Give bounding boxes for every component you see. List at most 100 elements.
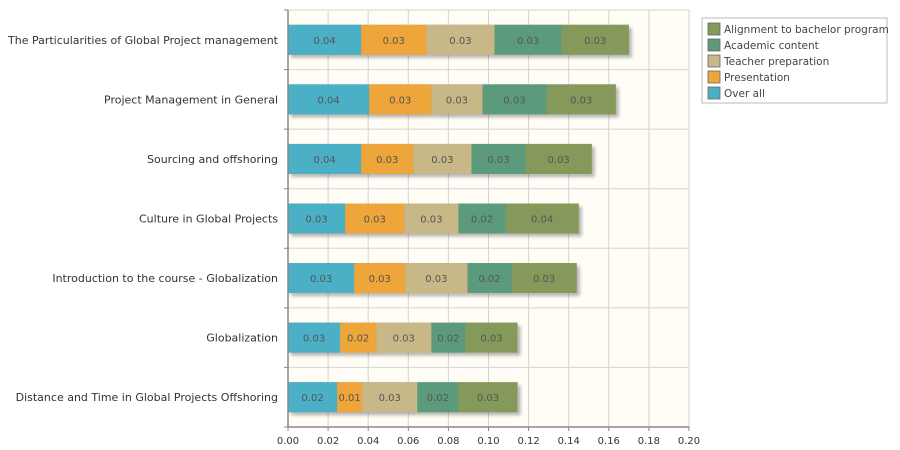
bar-segment [431,322,466,353]
data-label: 0.03 [570,95,592,106]
data-label: 0.03 [379,393,401,404]
data-label: 0.02 [437,334,459,345]
bar-segment [511,263,577,294]
data-label: 0.04 [313,155,335,166]
legend-swatch [707,86,721,100]
category-label: Culture in Global Projects [139,213,278,226]
data-label: 0.04 [317,95,339,106]
x-tick-label: 0.06 [397,436,419,447]
x-tick-label: 0.00 [277,436,299,447]
data-label: 0.03 [393,334,415,345]
data-label: 0.03 [533,274,555,285]
x-tick-label: 0.14 [558,436,580,447]
data-label: 0.03 [487,155,509,166]
bar-segment [561,24,629,55]
bar-segment [405,263,468,294]
x-tick-label: 0.16 [598,436,620,447]
bar-segment [525,143,592,174]
data-label: 0.02 [478,274,500,285]
bar-segment [288,322,341,353]
bar-segment [369,84,432,115]
data-label: 0.02 [301,393,323,404]
bar-segment [288,84,370,115]
bar-segment [465,322,518,353]
legend-item: Teacher preparation [723,56,829,68]
data-label: 0.03 [305,215,327,226]
bar-segment [288,263,355,294]
data-label: 0.03 [480,334,502,345]
bar-segment [505,203,579,234]
bar-segment [494,24,562,55]
x-tick-label: 0.04 [357,436,379,447]
data-label: 0.03 [310,274,332,285]
x-tick-label: 0.08 [437,436,459,447]
data-label: 0.03 [364,215,386,226]
bar-segment [288,24,362,55]
legend: Alignment to bachelor program Academic co… [701,17,889,104]
x-tick-label: 0.20 [678,436,700,447]
x-tick-label: 0.18 [638,436,660,447]
data-label: 0.04 [531,215,553,226]
data-label: 0.03 [425,274,447,285]
data-label: 0.03 [383,36,405,47]
x-tick-label: 0.10 [477,436,499,447]
legend-box [701,17,888,104]
bar-segment [288,382,338,413]
bar-segment [354,263,406,294]
legend-item: Over all [724,88,765,100]
legend-item: Presentation [724,72,790,84]
bar-segment [361,24,427,55]
bars: 0.04 0.03 0.03 0.03 0.03 0.04 0.03 0.03 0.03 0.03… [288,24,629,413]
bar-segment [361,143,414,174]
data-label: 0.03 [431,155,453,166]
bar-segment [482,84,547,115]
category-label: The Particularities of Global Project ma… [7,34,279,47]
data-label: 0.04 [313,36,335,47]
bar-segment [467,263,512,294]
legend-swatch [707,70,721,84]
bar-segment [546,84,616,115]
bar-segment [288,143,362,174]
bar-segment [458,382,518,413]
data-label: 0.03 [517,36,539,47]
data-label: 0.03 [584,36,606,47]
data-label: 0.03 [303,334,325,345]
data-label: 0.03 [503,95,525,106]
bar-segment [417,382,459,413]
data-label: 0.03 [446,95,468,106]
x-axis-ticks: 0.00 0.02 0.04 0.06 0.08 0.10 0.12 0.14 0.16 0.18… [277,9,700,447]
category-label: Introduction to the course - Globalizati… [52,272,278,285]
category-labels: The Particularities of Global Project ma… [7,34,279,404]
data-label: 0.03 [369,274,391,285]
data-label: 0.03 [420,215,442,226]
legend-item: Academic content [724,40,819,52]
bar-segment [288,203,346,234]
data-label: 0.03 [376,155,398,166]
data-label: 0.03 [389,95,411,106]
x-tick-label: 0.12 [517,436,539,447]
data-label: 0.02 [427,393,449,404]
data-label: 0.02 [347,334,369,345]
bar-segment [431,84,483,115]
legend-swatch [707,22,721,36]
bar-segment [413,143,472,174]
legend-swatch [707,38,721,52]
category-label: Globalization [206,332,278,345]
legend-swatch [707,54,721,68]
category-label: Distance and Time in Global Projects Off… [16,391,278,404]
bar-segment [426,24,495,55]
legend-item: Alignment to bachelor program [724,24,889,36]
data-label: 0.03 [449,36,471,47]
data-label: 0.01 [339,393,361,404]
bar-segment [404,203,459,234]
data-label: 0.03 [477,393,499,404]
x-tick-label: 0.02 [317,436,339,447]
bar-segment [337,382,363,413]
category-label: Project Management in General [104,93,278,106]
bar-segment [362,382,418,413]
data-label: 0.03 [548,155,570,166]
bar-segment [340,322,377,353]
bar-segment [471,143,526,174]
category-label: Sourcing and offshoring [147,153,278,166]
